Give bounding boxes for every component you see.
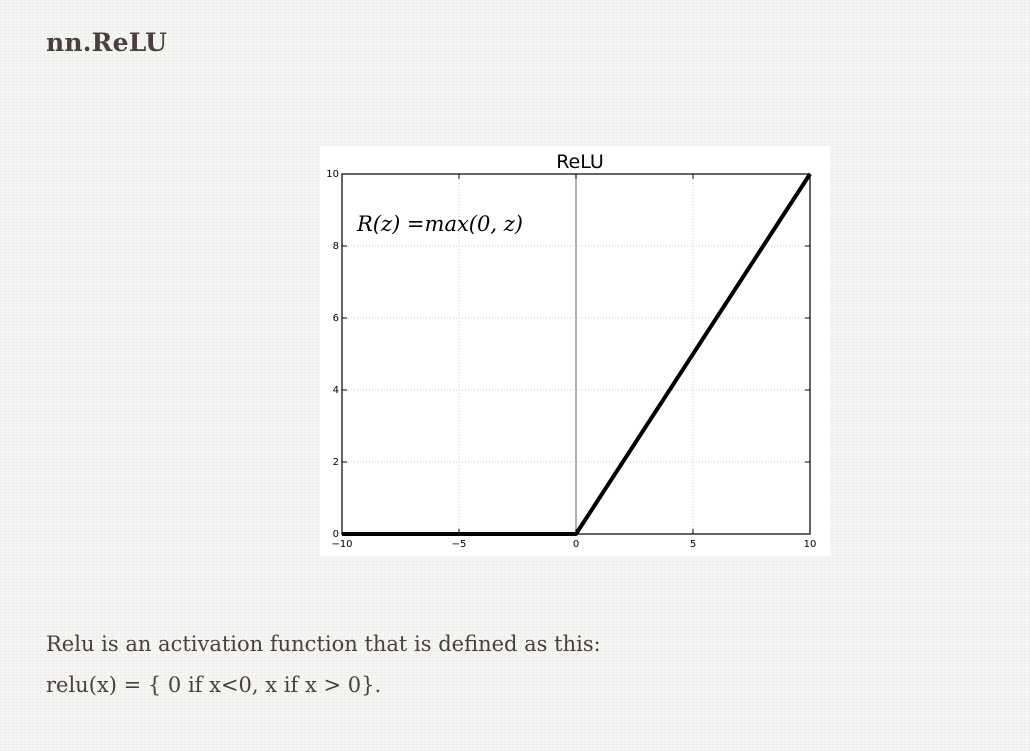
chart-title: ReLU: [556, 151, 604, 173]
chart-ticks: −10 −5 0 5 10 0 2 4 6 8 10: [326, 169, 816, 550]
y-tick-label: 4: [333, 385, 339, 396]
description-line-1: Relu is an activation function that is d…: [46, 632, 601, 656]
chart-annotation-formula: R(z) =max(0, z): [356, 212, 523, 236]
y-tick-label: 0: [333, 529, 339, 540]
y-tick-label: 8: [333, 241, 339, 252]
relu-chart-figure: −10 −5 0 5 10 0 2 4 6 8 10 ReLU R(z) =max(0, z): [320, 146, 830, 556]
y-tick-label: 6: [333, 313, 339, 324]
description-paragraph: Relu is an activation function that is d…: [46, 624, 946, 706]
x-tick-label: 10: [804, 539, 817, 550]
relu-chart: −10 −5 0 5 10 0 2 4 6 8 10 ReLU R(z) =max(0, z): [326, 151, 816, 550]
description-line-2: relu(x) = { 0 if x<0, x if x > 0}.: [46, 673, 382, 697]
x-tick-label: 5: [690, 539, 696, 550]
x-tick-label: −5: [452, 539, 467, 550]
page-heading: nn.ReLU: [46, 28, 168, 57]
x-tick-label: −10: [331, 539, 352, 550]
y-tick-label: 2: [333, 457, 339, 468]
y-tick-label: 10: [326, 169, 339, 180]
x-tick-label: 0: [573, 539, 579, 550]
